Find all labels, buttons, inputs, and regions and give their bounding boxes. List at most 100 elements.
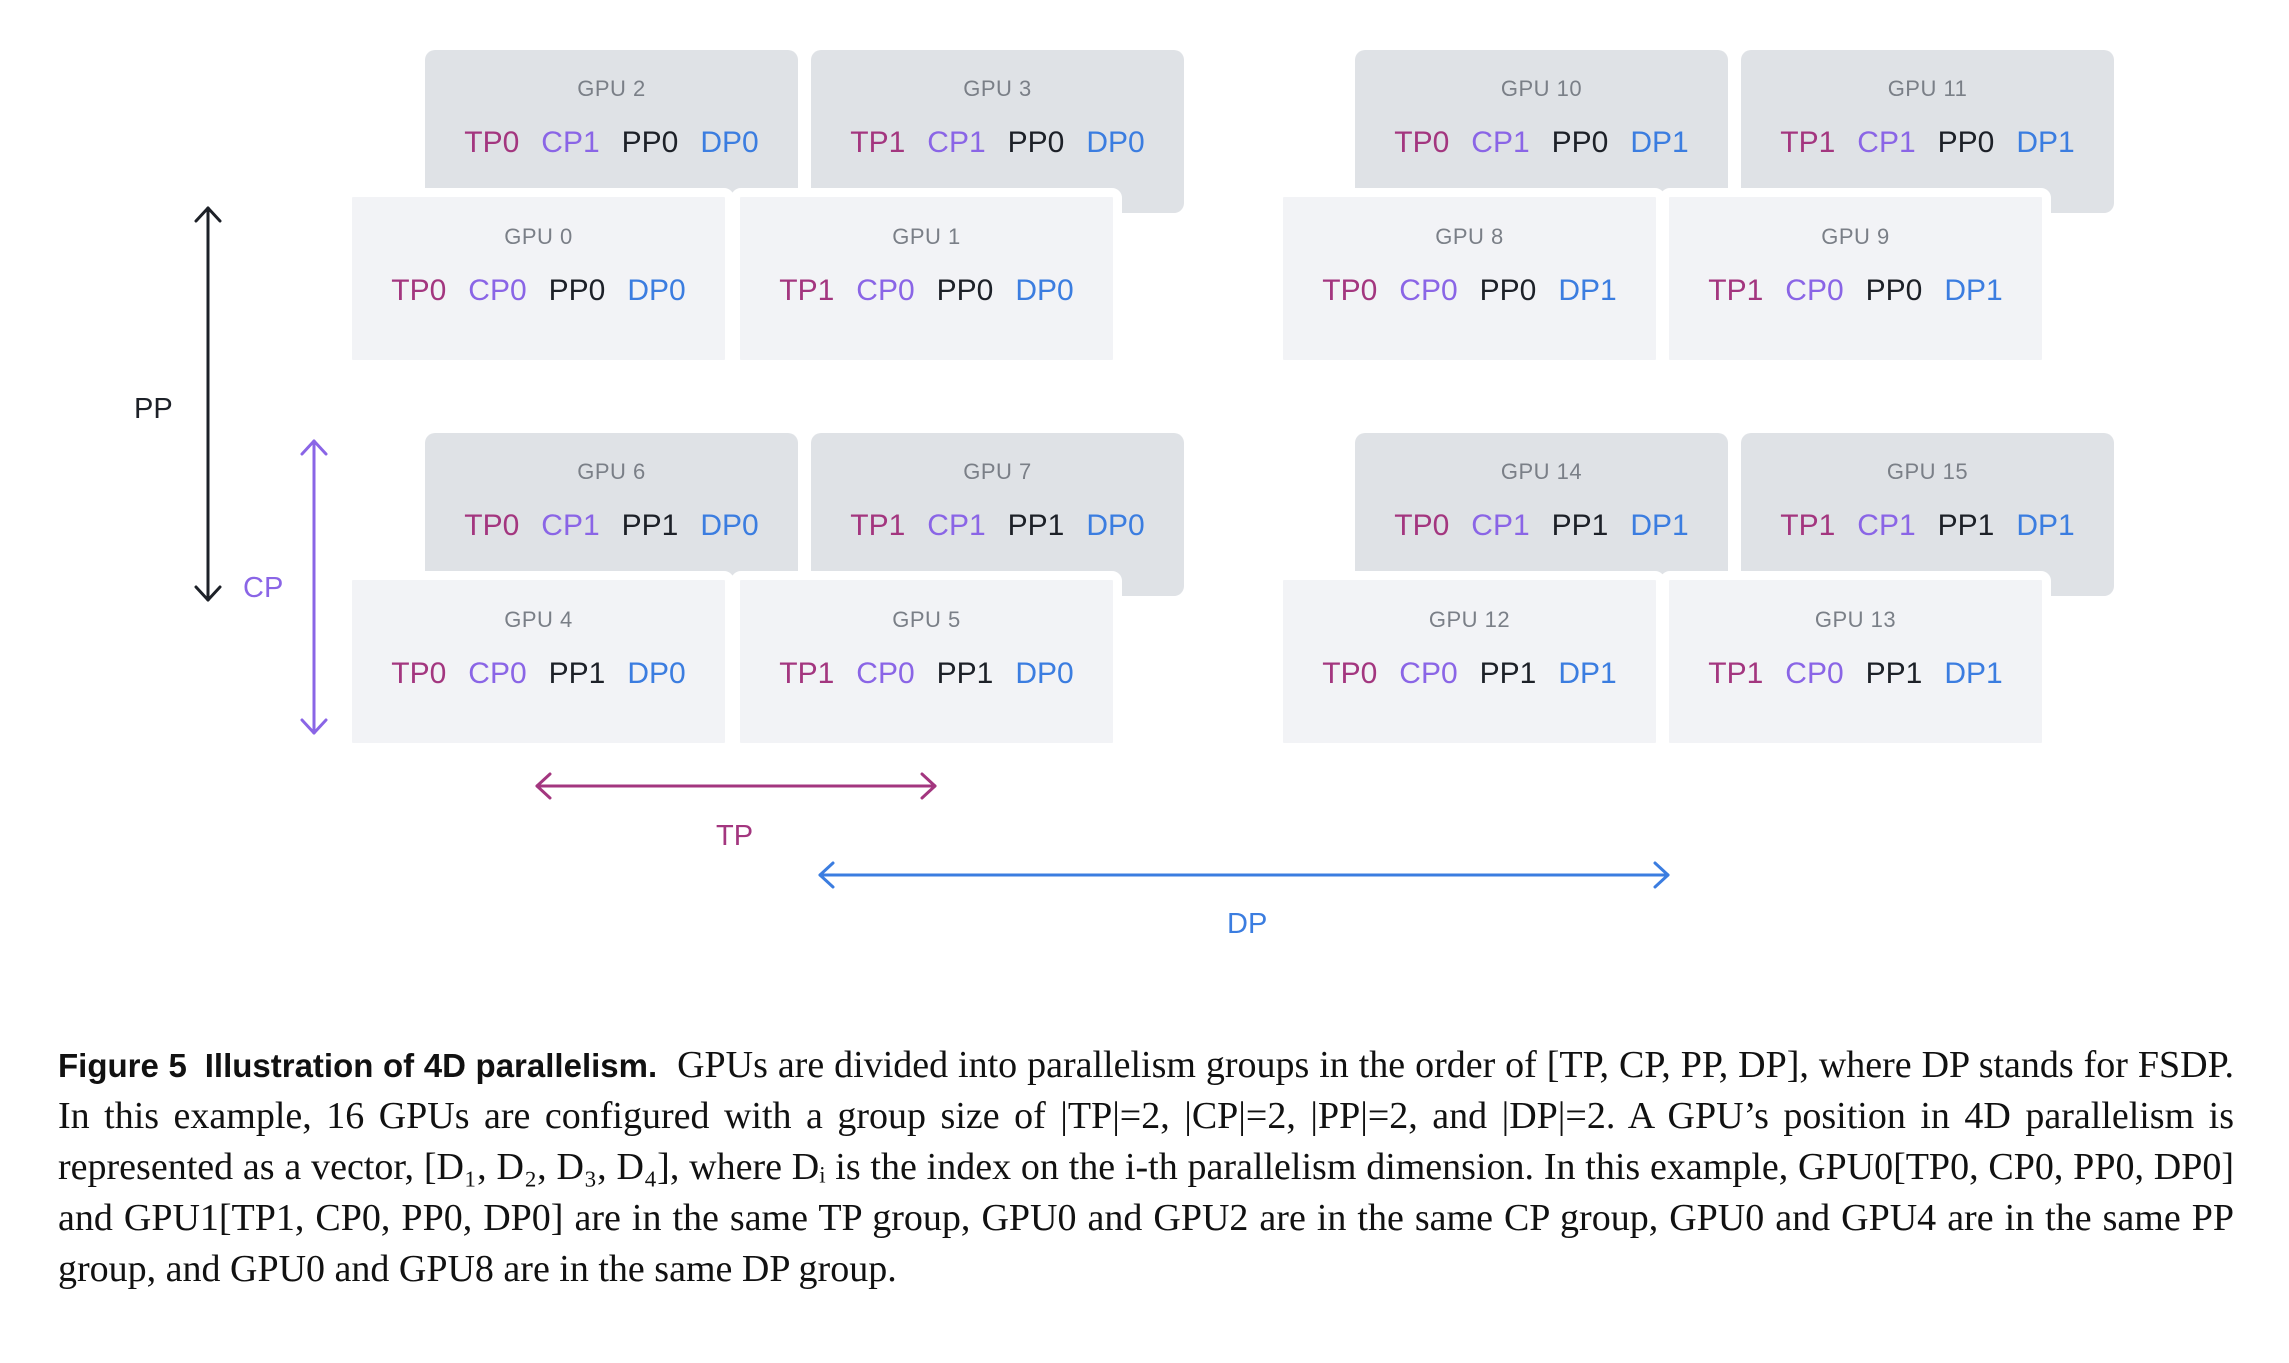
pp-tag: PP1 <box>1937 509 1995 542</box>
pp-arrow <box>194 206 222 602</box>
gpu-title: GPU 15 <box>1886 459 1969 484</box>
gpu-card-6: GPU 6 TP0 CP1 PP1 DP0 <box>425 433 798 596</box>
dp-arrow <box>818 861 1670 889</box>
gpu-card-0: GPU 0 TP0 CP0 PP0 DP0 <box>343 188 734 369</box>
pp-tag: PP0 <box>1479 274 1537 307</box>
tp-tag: TP1 <box>779 657 835 690</box>
gpu-tags: TP1 CP0 PP0 DP1 <box>1669 274 2042 308</box>
gpu-card-8: GPU 8 TP0 CP0 PP0 DP1 <box>1274 188 1665 369</box>
gpu-title: GPU 5 <box>892 607 961 632</box>
cp-tag: CP1 <box>541 126 600 159</box>
pp-tag: PP0 <box>1937 126 1995 159</box>
tp-tag: TP0 <box>1394 509 1450 542</box>
gpu-tags: TP1 CP0 PP1 DP0 <box>740 657 1113 691</box>
gpu-title: GPU 0 <box>504 224 573 249</box>
gpu-card-10: GPU 10 TP0 CP1 PP0 DP1 <box>1355 50 1728 213</box>
gpu-tags: TP1 CP1 PP1 DP1 <box>1741 509 2114 543</box>
dp-tag: DP1 <box>1944 274 2003 307</box>
cp-tag: CP0 <box>1399 657 1458 690</box>
dp-tag: DP1 <box>1630 509 1689 542</box>
cp-tag: CP0 <box>1785 657 1844 690</box>
gpu-card-14: GPU 14 TP0 CP1 PP1 DP1 <box>1355 433 1728 596</box>
gpu-card-11: GPU 11 TP1 CP1 PP0 DP1 <box>1741 50 2114 213</box>
gpu-tags: TP0 CP1 PP1 DP0 <box>425 509 798 543</box>
tp-tag: TP0 <box>464 509 520 542</box>
gpu-tags: TP0 CP1 PP0 DP0 <box>425 126 798 160</box>
pp-tag: PP0 <box>936 274 994 307</box>
pp-tag: PP0 <box>1551 126 1609 159</box>
gpu-tags: TP0 CP0 PP1 DP0 <box>352 657 725 691</box>
cp-tag: CP1 <box>1857 509 1916 542</box>
gpu-card-5: GPU 5 TP1 CP0 PP1 DP0 <box>731 571 1122 752</box>
tp-tag: TP0 <box>464 126 520 159</box>
cp-axis-label: CP <box>243 572 284 604</box>
gpu-title: GPU 12 <box>1428 607 1511 632</box>
pp-tag: PP1 <box>1551 509 1609 542</box>
dp-tag: DP1 <box>1558 657 1617 690</box>
cp-arrow <box>300 439 328 735</box>
gpu-title: GPU 13 <box>1814 607 1897 632</box>
gpu-title: GPU 2 <box>577 76 646 101</box>
cp-tag: CP1 <box>541 509 600 542</box>
gpu-title: GPU 7 <box>963 459 1032 484</box>
gpu-card-12: GPU 12 TP0 CP0 PP1 DP1 <box>1274 571 1665 752</box>
figure-title: Illustration of 4D parallelism. <box>204 1047 658 1084</box>
pp-axis-label: PP <box>134 393 173 425</box>
dp-axis-label: DP <box>1227 908 1268 940</box>
gpu-tags: TP0 CP1 PP0 DP1 <box>1355 126 1728 160</box>
gpu-title: GPU 3 <box>963 76 1032 101</box>
cp-tag: CP0 <box>1399 274 1458 307</box>
tp-tag: TP1 <box>1708 657 1764 690</box>
parallelism-diagram: PP CP TP DP GPU 2 TP0 CP1 PP0 DP0 GPU 3 TP1 CP1… <box>134 50 2114 940</box>
pp-tag: PP1 <box>1007 509 1065 542</box>
dp-tag: DP1 <box>1944 657 2003 690</box>
figure-label: Figure 5 <box>58 1047 187 1084</box>
tp-tag: TP1 <box>850 509 906 542</box>
pp-tag: PP0 <box>1865 274 1923 307</box>
cp-tag: CP1 <box>1471 509 1530 542</box>
gpu-tags: TP0 CP0 PP1 DP1 <box>1283 657 1656 691</box>
pp-tag: PP0 <box>548 274 606 307</box>
cp-tag: CP1 <box>927 509 986 542</box>
dp-tag: DP0 <box>627 657 686 690</box>
gpu-card-2: GPU 2 TP0 CP1 PP0 DP0 <box>425 50 798 213</box>
gpu-card-9: GPU 9 TP1 CP0 PP0 DP1 <box>1660 188 2051 369</box>
dp-tag: DP1 <box>2016 126 2075 159</box>
cp-tag: CP1 <box>1471 126 1530 159</box>
gpu-tags: TP0 CP0 PP0 DP1 <box>1283 274 1656 308</box>
tp-arrow <box>535 772 937 800</box>
tp-tag: TP0 <box>1394 126 1450 159</box>
cp-tag: CP1 <box>1857 126 1916 159</box>
gpu-tags: TP0 CP1 PP1 DP1 <box>1355 509 1728 543</box>
gpu-card-7: GPU 7 TP1 CP1 PP1 DP0 <box>811 433 1184 596</box>
dp-tag: DP0 <box>1086 509 1145 542</box>
tp-tag: TP1 <box>1780 509 1836 542</box>
cp-tag: CP0 <box>468 274 527 307</box>
pp-tag: PP0 <box>1007 126 1065 159</box>
gpu-title: GPU 4 <box>504 607 573 632</box>
gpu-card-1: GPU 1 TP1 CP0 PP0 DP0 <box>731 188 1122 369</box>
pp-tag: PP1 <box>1865 657 1923 690</box>
pp-tag: PP0 <box>621 126 679 159</box>
tp-tag: TP0 <box>391 657 447 690</box>
gpu-card-13: GPU 13 TP1 CP0 PP1 DP1 <box>1660 571 2051 752</box>
gpu-tags: TP1 CP1 PP0 DP1 <box>1741 126 2114 160</box>
tp-tag: TP1 <box>1708 274 1764 307</box>
gpu-card-15: GPU 15 TP1 CP1 PP1 DP1 <box>1741 433 2114 596</box>
cp-tag: CP0 <box>468 657 527 690</box>
tp-tag: TP0 <box>391 274 447 307</box>
tp-axis-label: TP <box>716 820 754 852</box>
dp-tag: DP0 <box>1086 126 1145 159</box>
gpu-tags: TP0 CP0 PP0 DP0 <box>352 274 725 308</box>
figure-caption: Figure 5 Illustration of 4D parallelism.… <box>58 1040 2234 1295</box>
gpu-card-3: GPU 3 TP1 CP1 PP0 DP0 <box>811 50 1184 213</box>
pp-tag: PP1 <box>936 657 994 690</box>
pp-tag: PP1 <box>621 509 679 542</box>
dp-tag: DP0 <box>1015 274 1074 307</box>
figure-caption-text: GPUs are divided into parallelism groups… <box>58 1044 2235 1290</box>
dp-tag: DP0 <box>700 126 759 159</box>
gpu-tags: TP1 CP1 PP1 DP0 <box>811 509 1184 543</box>
dp-tag: DP1 <box>1630 126 1689 159</box>
cp-tag: CP1 <box>927 126 986 159</box>
pp-tag: PP1 <box>1479 657 1537 690</box>
